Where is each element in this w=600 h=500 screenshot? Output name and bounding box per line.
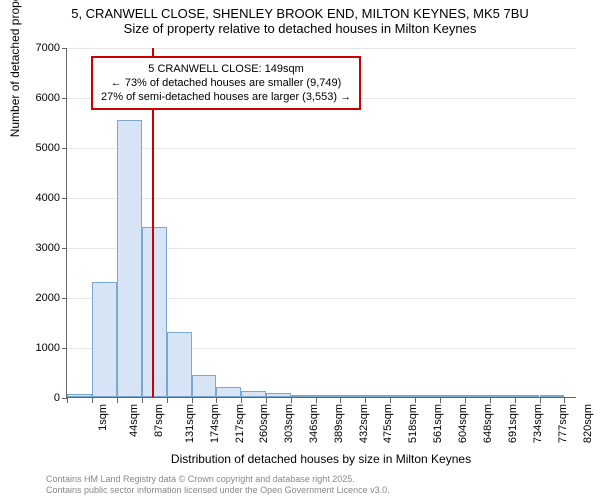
histogram-bar: [465, 395, 490, 397]
x-tick-mark: [390, 398, 391, 403]
x-tick-label: 1sqm: [97, 404, 109, 431]
histogram-bar: [540, 395, 565, 397]
y-tick-mark: [62, 98, 67, 99]
x-tick-mark: [241, 398, 242, 403]
x-tick-label: 475sqm: [383, 404, 395, 443]
histogram-bar: [67, 394, 92, 397]
x-tick-mark: [440, 398, 441, 403]
x-tick-label: 346sqm: [308, 404, 320, 443]
x-tick-mark: [365, 398, 366, 403]
y-tick-label: 6000: [10, 92, 60, 104]
title-line-2: Size of property relative to detached ho…: [0, 21, 600, 36]
histogram-bar: [415, 395, 440, 397]
x-tick-mark: [316, 398, 317, 403]
y-tick-label: 5000: [10, 142, 60, 154]
annotation-line-2: ← 73% of detached houses are smaller (9,…: [101, 76, 351, 90]
histogram-bar: [192, 375, 217, 398]
y-tick-label: 7000: [10, 42, 60, 54]
footer-line-2: Contains public sector information licen…: [46, 485, 390, 496]
annotation-box: 5 CRANWELL CLOSE: 149sqm← 73% of detache…: [91, 56, 361, 110]
x-tick-mark: [192, 398, 193, 403]
x-tick-label: 604sqm: [457, 404, 469, 443]
x-tick-mark: [415, 398, 416, 403]
x-tick-label: 820sqm: [582, 404, 594, 443]
histogram-bar: [142, 227, 167, 397]
x-tick-mark: [117, 398, 118, 403]
histogram-bar: [167, 332, 192, 397]
x-tick-mark: [67, 398, 68, 403]
histogram-bar: [316, 395, 341, 397]
y-tick-mark: [62, 198, 67, 199]
y-tick-mark: [62, 248, 67, 249]
x-tick-mark: [142, 398, 143, 403]
y-tick-mark: [62, 348, 67, 349]
histogram-bar: [291, 395, 316, 397]
x-tick-mark: [92, 398, 93, 403]
histogram-bar: [216, 387, 241, 397]
gridline-h: [67, 148, 576, 149]
histogram-bar: [390, 395, 415, 397]
x-tick-label: 734sqm: [532, 404, 544, 443]
x-tick-label: 260sqm: [259, 404, 271, 443]
x-tick-label: 87sqm: [153, 404, 165, 437]
x-axis-label: Distribution of detached houses by size …: [66, 452, 576, 466]
x-tick-mark: [266, 398, 267, 403]
histogram-bar: [365, 395, 390, 397]
x-tick-mark: [540, 398, 541, 403]
y-tick-label: 1000: [10, 342, 60, 354]
gridline-h: [67, 48, 576, 49]
histogram-bar: [490, 395, 515, 397]
gridline-h: [67, 198, 576, 199]
x-tick-label: 131sqm: [184, 404, 196, 443]
x-tick-label: 217sqm: [234, 404, 246, 443]
title-line-1: 5, CRANWELL CLOSE, SHENLEY BROOK END, MI…: [0, 6, 600, 21]
x-tick-mark: [167, 398, 168, 403]
histogram-bar: [241, 391, 266, 398]
y-tick-label: 4000: [10, 192, 60, 204]
footer-line-1: Contains HM Land Registry data © Crown c…: [46, 474, 390, 485]
x-tick-label: 44sqm: [128, 404, 140, 437]
x-tick-label: 561sqm: [432, 404, 444, 443]
x-tick-label: 303sqm: [283, 404, 295, 443]
x-tick-mark: [564, 398, 565, 403]
chart-title: 5, CRANWELL CLOSE, SHENLEY BROOK END, MI…: [0, 0, 600, 36]
x-tick-label: 432sqm: [358, 404, 370, 443]
footer-attribution: Contains HM Land Registry data © Crown c…: [46, 474, 390, 496]
histogram-plot: 5 CRANWELL CLOSE: 149sqm← 73% of detache…: [66, 48, 576, 398]
x-tick-mark: [490, 398, 491, 403]
y-tick-mark: [62, 148, 67, 149]
y-axis-label: Number of detached properties: [8, 0, 22, 137]
y-tick-label: 0: [10, 392, 60, 404]
x-tick-label: 777sqm: [557, 404, 569, 443]
histogram-bar: [92, 282, 117, 397]
x-tick-label: 389sqm: [333, 404, 345, 443]
y-tick-mark: [62, 48, 67, 49]
histogram-bar: [340, 395, 365, 397]
x-tick-mark: [515, 398, 516, 403]
x-tick-label: 174sqm: [209, 404, 221, 443]
annotation-line-1: 5 CRANWELL CLOSE: 149sqm: [101, 62, 351, 76]
x-tick-mark: [291, 398, 292, 403]
y-tick-mark: [62, 298, 67, 299]
annotation-line-3: 27% of semi-detached houses are larger (…: [101, 90, 351, 104]
y-tick-label: 3000: [10, 242, 60, 254]
x-tick-mark: [216, 398, 217, 403]
x-tick-mark: [340, 398, 341, 403]
y-tick-label: 2000: [10, 292, 60, 304]
histogram-bar: [266, 393, 291, 398]
histogram-bar: [440, 395, 465, 397]
x-tick-label: 691sqm: [507, 404, 519, 443]
x-tick-label: 518sqm: [407, 404, 419, 443]
histogram-bar: [515, 395, 540, 397]
histogram-bar: [117, 120, 142, 398]
x-tick-mark: [465, 398, 466, 403]
x-tick-label: 648sqm: [482, 404, 494, 443]
